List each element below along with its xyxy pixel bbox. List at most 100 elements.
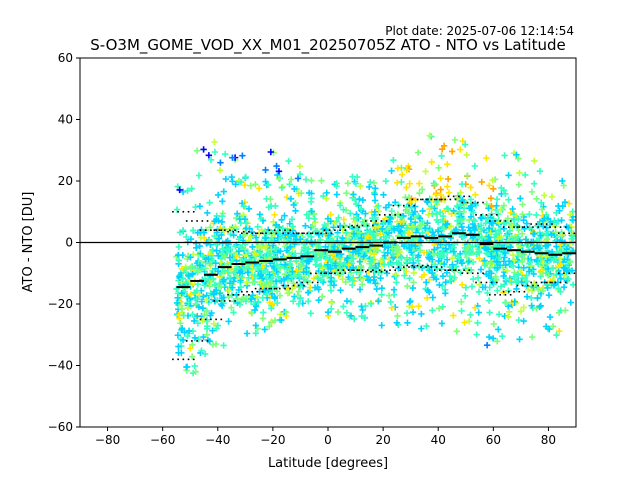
scatter-point: [470, 216, 478, 224]
spread-lower-marker: [420, 266, 422, 268]
scatter-point: [422, 168, 429, 175]
spread-upper-marker: [303, 232, 305, 235]
spread-lower-marker: [282, 284, 284, 287]
scatter-point: [344, 254, 351, 262]
spread-upper-marker: [380, 220, 383, 222]
scatter-point: [403, 166, 410, 174]
scatter-point: [196, 203, 204, 210]
scatter-point: [404, 224, 412, 231]
scatter-point: [261, 326, 268, 333]
spread-upper-marker: [351, 224, 353, 227]
scatter-point: [328, 305, 335, 313]
y-axis-ticks: −60 −40 −20 0 20 40 60: [48, 51, 80, 434]
scatter-point: [420, 271, 428, 278]
spread-upper-marker: [416, 198, 419, 201]
scatter-point: [520, 317, 527, 325]
scatter-point: [268, 286, 276, 293]
spread-upper-marker: [218, 229, 221, 231]
scatter-point: [203, 325, 211, 333]
scatter-point: [312, 261, 319, 268]
scatter-point: [445, 189, 453, 196]
scatter-point: [495, 235, 502, 243]
spread-lower-marker: [196, 340, 198, 342]
scatter-point: [327, 265, 334, 272]
scatter-point: [478, 178, 485, 186]
x-axis-label: Latitude [degrees]: [268, 456, 388, 471]
spread-lower-marker: [482, 272, 484, 275]
scatter-point: [465, 318, 473, 325]
scatter-point: [277, 248, 284, 255]
scatter-point: [375, 202, 382, 210]
scatter-point: [511, 216, 518, 224]
spread-upper-marker: [518, 226, 520, 228]
scatter-point: [327, 211, 334, 218]
scatter-point: [203, 296, 210, 303]
scatter-point: [400, 243, 408, 250]
scatter-point: [173, 206, 181, 213]
scatter-point: [357, 205, 365, 213]
spread-upper-marker: [292, 232, 295, 235]
spread-lower-marker: [440, 266, 443, 268]
scatter-point: [550, 282, 558, 289]
scatter-point: [440, 226, 448, 233]
scatter-point: [284, 289, 291, 297]
scatter-point: [175, 243, 183, 251]
scatter-point: [530, 230, 537, 237]
scatter-point: [544, 284, 551, 292]
scatter-point: [212, 340, 220, 348]
scatter-point: [281, 231, 289, 239]
scatter-point: [410, 269, 418, 277]
scatter-point: [300, 276, 307, 283]
scatter-point: [463, 151, 470, 159]
scatter-point: [518, 230, 526, 238]
scatter-point: [416, 189, 423, 197]
scatter-point: [187, 345, 194, 352]
spread-lower-marker: [540, 281, 543, 284]
scatter-point: [450, 312, 457, 319]
scatter-point: [566, 211, 574, 218]
scatter-point: [296, 262, 304, 270]
spread-lower-marker: [220, 318, 223, 321]
scatter-point: [458, 259, 466, 267]
scatter-point: [406, 298, 413, 306]
scatter-point: [544, 228, 551, 235]
spread-lower-marker: [471, 272, 474, 275]
scatter-point: [531, 157, 538, 165]
spread-upper-marker: [296, 232, 298, 235]
spread-upper-marker: [564, 226, 567, 228]
scatter-point: [490, 320, 498, 328]
scatter-point: [471, 304, 479, 311]
scatter-point: [228, 304, 235, 311]
scatter-point: [503, 267, 511, 274]
scatter-point: [207, 156, 215, 163]
scatter-point: [288, 216, 296, 223]
spread-lower-marker: [270, 287, 272, 290]
scatter-point: [258, 244, 265, 252]
x-tick-label: 60: [486, 433, 501, 447]
scatter-point: [537, 199, 545, 206]
scatter-point: [347, 210, 354, 217]
spread-upper-marker: [256, 232, 259, 235]
scatter-point: [477, 266, 485, 273]
scatter-point: [458, 281, 466, 289]
scatter-point: [188, 353, 196, 360]
scatter-point: [367, 277, 374, 284]
scatter-point: [248, 228, 256, 236]
scatter-point: [484, 289, 491, 297]
spread-lower-marker: [490, 281, 493, 284]
scatter-point: [421, 225, 429, 232]
scatter-point: [199, 317, 206, 324]
spread-upper-marker: [237, 230, 240, 233]
spread-upper-marker: [439, 198, 441, 201]
scatter-point: [418, 186, 426, 193]
scatter-point: [541, 215, 548, 222]
x-axis-ticks: −80 −60 −40 −20 0 20 40 60 80: [95, 427, 556, 447]
spread-upper-marker: [372, 224, 374, 227]
spread-upper-marker: [421, 198, 424, 201]
scatter-point: [533, 211, 540, 219]
scatter-point: [218, 218, 226, 226]
spread-lower-marker: [480, 281, 483, 284]
scatter-point: [279, 183, 286, 191]
scatter-point: [465, 242, 472, 249]
scatter-point: [507, 209, 514, 217]
